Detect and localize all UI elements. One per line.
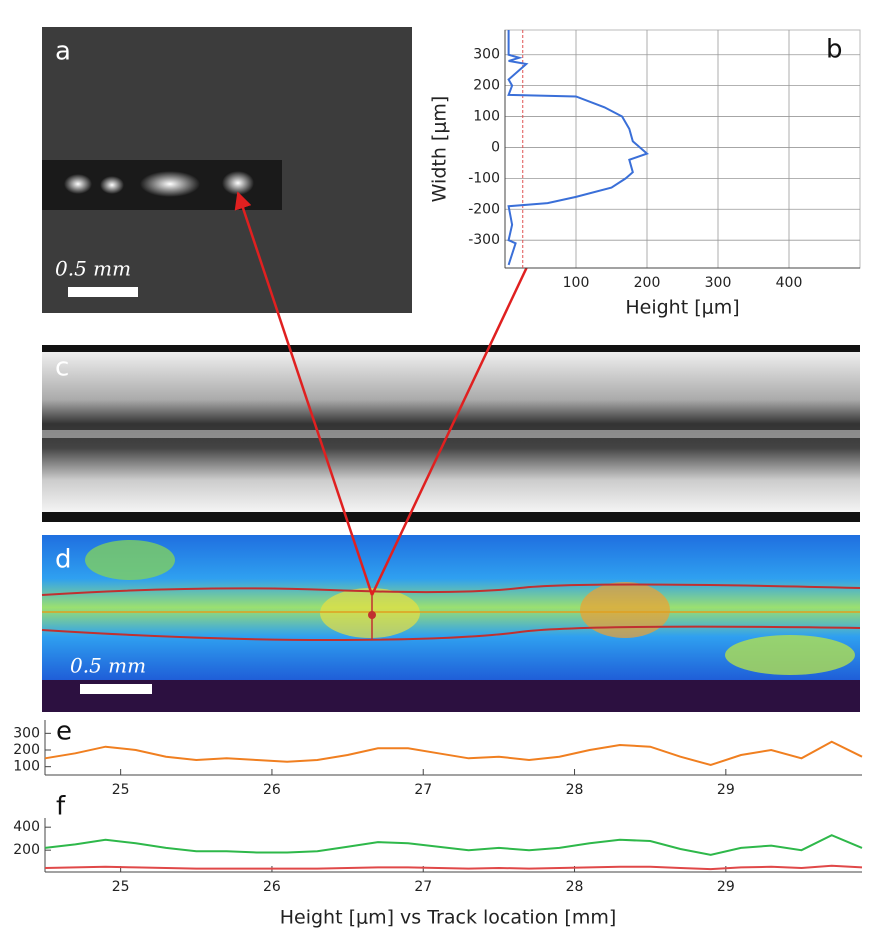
data-line (44, 740, 863, 767)
x-tick-label: 26 (263, 782, 281, 798)
y-tick-label: 100 (473, 109, 500, 125)
x-axis-label: Height [μm] (625, 297, 739, 319)
x-tick-label: 300 (705, 275, 732, 291)
panel-label: a (55, 37, 71, 67)
plot-area (504, 29, 861, 269)
x-tick-label: 28 (566, 879, 584, 895)
y-tick-label: -100 (468, 170, 500, 186)
caption: Height [μm] vs Track location [mm] (280, 907, 617, 929)
x-tick-label: 29 (717, 782, 735, 798)
y-tick-label: -300 (468, 232, 500, 248)
y-tick-label: 300 (473, 47, 500, 63)
x-tick-label: 28 (566, 782, 584, 798)
y-tick-label: 200 (13, 842, 40, 858)
image-c (42, 345, 860, 522)
data-line (44, 834, 863, 856)
y-tick-label: 400 (13, 819, 40, 835)
panel-label: f (56, 792, 66, 822)
image-d (41, 535, 861, 712)
arrow (370, 212, 554, 596)
x-tick-label: 200 (634, 275, 661, 291)
x-tick-label: 400 (776, 275, 803, 291)
x-tick-label: 27 (414, 879, 432, 895)
x-tick-label: 25 (112, 879, 130, 895)
x-tick-label: 29 (717, 879, 735, 895)
x-tick-label: 25 (112, 782, 130, 798)
scale-bar-label: 0.5 mm (55, 257, 131, 281)
panel-label: c (55, 353, 69, 383)
x-tick-label: 100 (563, 275, 590, 291)
y-tick-label: 300 (13, 725, 40, 741)
data-line (44, 864, 863, 871)
panel-label: b (826, 35, 843, 65)
x-tick-label: 27 (414, 782, 432, 798)
panel-label: d (55, 545, 72, 575)
y-tick-label: 100 (13, 759, 40, 775)
arrow (234, 191, 374, 596)
panel-label: e (56, 717, 72, 747)
y-tick-label: -200 (468, 201, 500, 217)
y-axis-label: Width [μm] (429, 96, 451, 203)
scale-bar-label: 0.5 mm (70, 654, 146, 678)
data-line (507, 30, 649, 266)
image-a (42, 27, 412, 313)
y-tick-label: 0 (491, 139, 500, 155)
y-tick-label: 200 (473, 78, 500, 94)
y-tick-label: 200 (13, 742, 40, 758)
x-tick-label: 26 (263, 879, 281, 895)
